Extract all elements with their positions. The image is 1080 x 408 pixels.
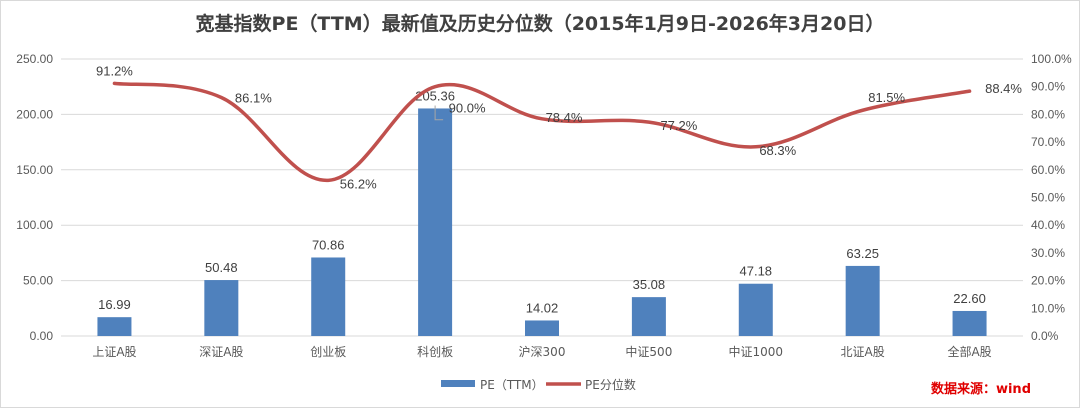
right-tick-label: 40.0% xyxy=(1031,218,1065,232)
left-tick-label: 100.00 xyxy=(16,218,53,232)
percentile-labels: 91.2% 86.1% 56.2% 90.0% 78.4% 77.2% 68.3% 81.5%… xyxy=(96,63,1022,191)
left-tick-label: 50.00 xyxy=(23,274,53,288)
percentile-series-line xyxy=(112,81,972,183)
pe-bar xyxy=(418,108,453,336)
pe-bars xyxy=(97,108,987,336)
pe-bar-label: 22.60 xyxy=(953,291,986,306)
right-tick-label: 80.0% xyxy=(1031,107,1065,121)
pe-bar xyxy=(952,310,987,336)
pe-bar xyxy=(97,317,132,336)
category-label: 深证A股 xyxy=(199,345,243,359)
right-tick-label: 60.0% xyxy=(1031,163,1065,177)
percentile-label: 56.2% xyxy=(340,176,377,191)
percentile-label: 88.4% xyxy=(985,81,1022,96)
category-label: 上证A股 xyxy=(92,345,136,359)
pe-bar xyxy=(525,320,559,336)
pe-bar-label: 70.86 xyxy=(312,237,345,252)
percentile-label: 91.2% xyxy=(96,63,133,78)
left-axis-ticks: 0.00 50.00 100.00 150.00 200.00 250.00 xyxy=(16,52,53,343)
chart-title: 宽基指数PE（TTM）最新值及历史分位数（2015年1月9日-2026年3月20… xyxy=(195,13,885,35)
category-labels: 上证A股 深证A股 创业板 科创板 沪深300 中证500 中证1000 北证A股 全部A股 xyxy=(92,344,991,359)
pe-bar-label: 16.99 xyxy=(98,297,131,312)
percentile-label: 86.1% xyxy=(235,91,272,106)
left-tick-label: 0.00 xyxy=(30,329,54,343)
leader-line xyxy=(434,105,444,121)
right-tick-label: 30.0% xyxy=(1031,246,1065,260)
legend-bar-swatch xyxy=(441,380,475,387)
pe-bar xyxy=(631,297,666,336)
right-tick-label: 50.0% xyxy=(1031,191,1065,205)
legend-line-label: PE分位数 xyxy=(585,377,636,392)
right-tick-label: 90.0% xyxy=(1031,80,1065,94)
left-tick-label: 200.00 xyxy=(16,107,53,121)
pe-bar xyxy=(738,283,773,336)
category-label: 沪深300 xyxy=(519,345,566,359)
right-tick-label: 0.0% xyxy=(1031,329,1059,343)
right-tick-label: 100.0% xyxy=(1031,52,1072,66)
pe-bar-label: 35.08 xyxy=(633,277,666,292)
pe-bar xyxy=(311,257,346,336)
percentile-label: 90.0% xyxy=(449,101,486,116)
left-tick-label: 150.00 xyxy=(16,163,53,177)
legend: PE（TTM） PE分位数 xyxy=(441,377,636,392)
category-label: 北证A股 xyxy=(841,345,885,359)
pe-bar-label: 14.02 xyxy=(526,300,559,315)
pe-bar xyxy=(204,280,239,336)
category-label: 中证500 xyxy=(625,344,672,359)
right-axis-ticks: 0.0% 10.0% 20.0% 30.0% 40.0% 50.0% 60.0% 70.0% 8… xyxy=(1031,52,1072,343)
category-label: 创业板 xyxy=(310,345,346,359)
percentile-label: 78.4% xyxy=(546,110,583,125)
right-tick-label: 10.0% xyxy=(1031,301,1065,315)
percentile-label: 68.3% xyxy=(759,143,796,158)
category-label: 中证1000 xyxy=(729,344,784,359)
right-tick-label: 70.0% xyxy=(1031,135,1065,149)
category-label: 科创板 xyxy=(417,345,453,359)
pe-bar-label: 47.18 xyxy=(740,264,773,279)
pe-bar xyxy=(845,265,880,336)
source-note: 数据来源：wind xyxy=(930,382,1031,397)
right-tick-label: 20.0% xyxy=(1031,274,1065,288)
legend-bar-label: PE（TTM） xyxy=(480,378,544,392)
percentile-line xyxy=(112,81,972,183)
pe-bar-label: 63.25 xyxy=(846,246,879,261)
percentile-label: 81.5% xyxy=(868,90,905,105)
pe-bar-labels: 16.9950.4870.86205.3614.0235.0847.1863.2… xyxy=(98,88,986,315)
category-label: 全部A股 xyxy=(947,344,991,359)
left-tick-label: 250.00 xyxy=(16,52,53,66)
percentile-label: 77.2% xyxy=(660,118,697,133)
pe-bar-label: 50.48 xyxy=(205,260,238,275)
